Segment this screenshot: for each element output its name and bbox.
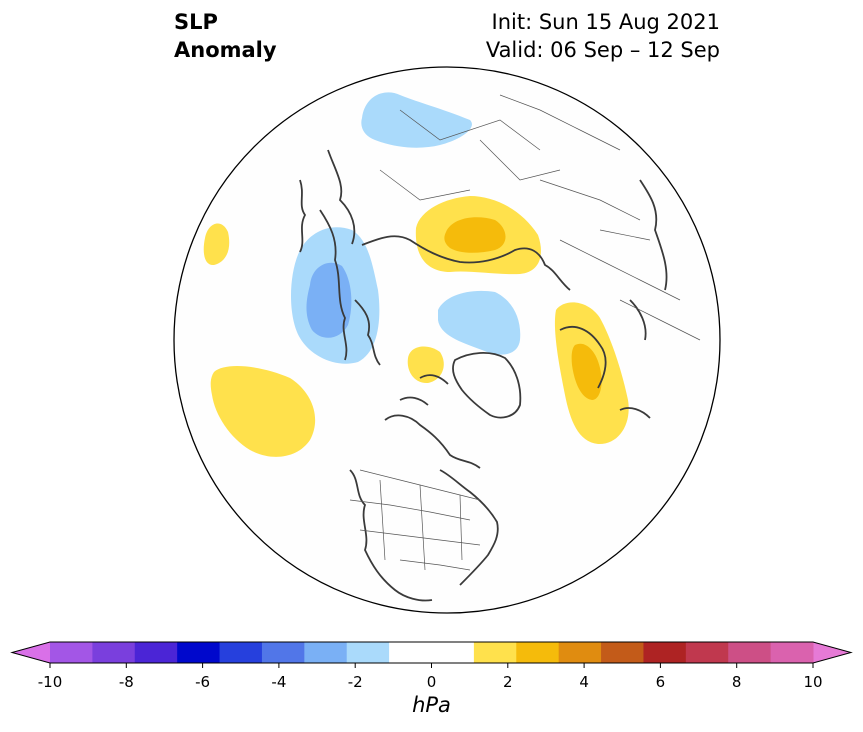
colorbar-cell xyxy=(50,642,93,663)
colorbar-tick-label: 2 xyxy=(503,673,513,690)
country-borders xyxy=(349,94,701,571)
coast-alaska xyxy=(559,325,651,419)
globe-outline xyxy=(173,66,721,614)
coast-europe xyxy=(299,149,381,366)
pos-anomaly-alaska-core xyxy=(571,343,602,400)
title-line-1: SLP xyxy=(174,10,218,34)
colorbar-cell xyxy=(601,642,644,663)
colorbar-cell xyxy=(558,642,602,663)
colorbar-tick-label: -10 xyxy=(38,673,63,690)
colorbar-tick-label: 4 xyxy=(579,673,589,690)
colorbar: -10 -8 -6 -4 -2 0 2 4 6 8 10 xyxy=(10,641,853,690)
colorbar-tick-label: -6 xyxy=(195,673,210,690)
colorbar-cell xyxy=(177,642,221,663)
colorbar-extend-min xyxy=(12,642,50,663)
colorbar-cell xyxy=(473,642,517,663)
border-lines-eurasia xyxy=(379,94,701,341)
colorbar-tick-label: -2 xyxy=(348,673,363,690)
pos-anomaly-greenland xyxy=(407,346,444,384)
colorbar-tick-label: 10 xyxy=(803,673,822,690)
pos-anomaly-siberia-core xyxy=(444,217,506,253)
neg-anomaly-scandinavia-core xyxy=(306,262,352,338)
neg-anomaly-arctic-russia xyxy=(361,92,472,148)
neg-anomaly-pole xyxy=(438,290,521,355)
colorbar-cells xyxy=(10,641,853,664)
colorbar-tick-label: 0 xyxy=(427,673,437,690)
anomaly-fields xyxy=(203,92,629,457)
colorbar-cell xyxy=(516,642,560,663)
coast-east-asia xyxy=(629,179,668,341)
colorbar-cell xyxy=(346,642,390,663)
colorbar-extend-max xyxy=(813,642,851,663)
globe-background xyxy=(174,67,720,613)
colorbar-cell xyxy=(389,642,432,663)
colorbar-tick-label: 8 xyxy=(732,673,742,690)
colorbar-ticks: -10 -8 -6 -4 -2 0 2 4 6 8 10 xyxy=(38,663,823,690)
colorbar-cell xyxy=(134,642,178,663)
coast-north-america xyxy=(349,469,499,602)
colorbar-cell xyxy=(643,642,687,663)
colorbar-cell xyxy=(92,642,136,663)
colorbar-tick-label: -8 xyxy=(119,673,134,690)
coast-siberia xyxy=(361,235,571,291)
coast-arctic-islands xyxy=(384,374,481,469)
colorbar-cell xyxy=(685,642,729,663)
coast-greenland xyxy=(452,352,522,419)
valid-range: Valid: 06 Sep – 12 Sep xyxy=(485,38,720,62)
polar-map xyxy=(173,66,721,614)
pos-anomaly-west xyxy=(203,223,230,266)
title-line-2: Anomaly xyxy=(174,38,277,62)
colorbar-cell xyxy=(431,642,475,663)
colorbar-cell xyxy=(261,642,305,663)
colorbar-cell xyxy=(728,642,772,663)
colorbar-cell xyxy=(219,642,263,663)
coastlines xyxy=(299,149,668,602)
colorbar-cell xyxy=(770,642,814,663)
forecast-dates: Init: Sun 15 Aug 2021 Valid: 06 Sep – 12… xyxy=(486,8,720,64)
colorbar-tick-label: -4 xyxy=(271,673,286,690)
colorbar-cell xyxy=(304,642,348,663)
pos-anomaly-atlantic xyxy=(210,366,316,457)
colorbar-unit-label: hPa xyxy=(412,693,451,717)
map-title: SLP Anomaly xyxy=(174,8,277,64)
border-lines-america xyxy=(349,469,481,571)
colorbar-tick-label: 6 xyxy=(656,673,666,690)
init-date: Init: Sun 15 Aug 2021 xyxy=(491,10,720,34)
